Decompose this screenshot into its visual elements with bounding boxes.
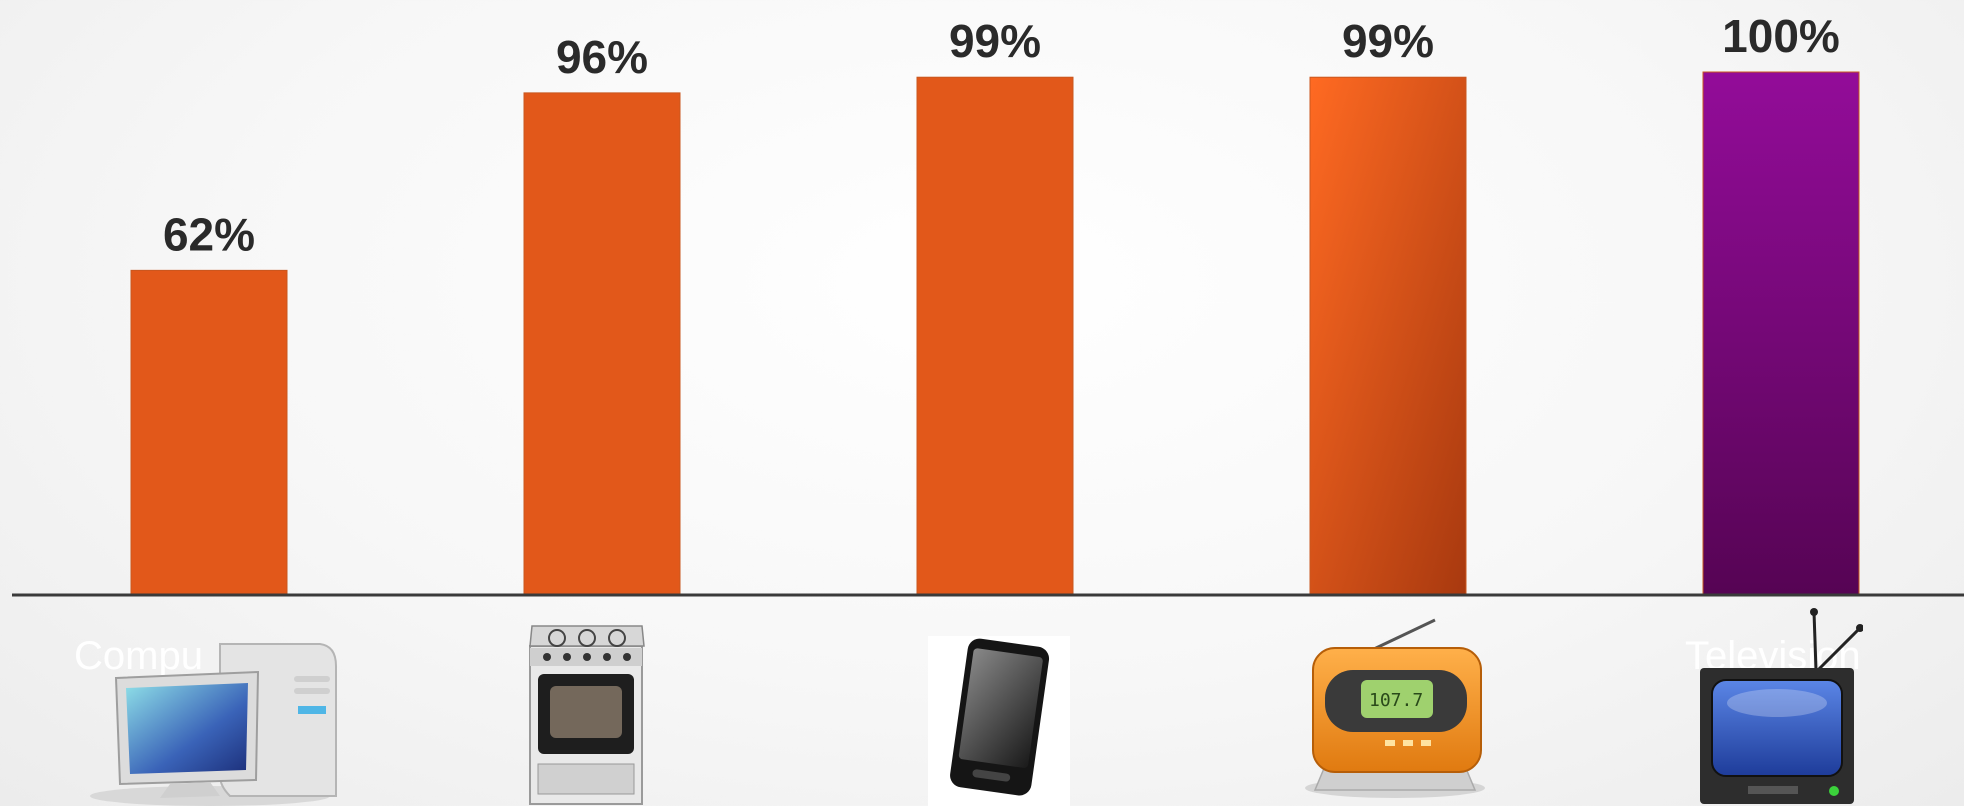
- computer-icon: [80, 636, 345, 806]
- bar-computer: [130, 269, 288, 595]
- cell-phone-icon: [928, 636, 1070, 806]
- stove-icon: [522, 624, 652, 806]
- bar-radio: [1309, 76, 1467, 595]
- bar-stove: [523, 92, 681, 595]
- bar-cell-phone: [916, 76, 1074, 595]
- bar-television: [1702, 71, 1860, 595]
- svg-text:107.7: 107.7: [1369, 690, 1423, 711]
- category-label-computer: Compu: [74, 634, 203, 678]
- data-label-computer: 62%: [163, 208, 255, 260]
- radio-icon: 107.7: [1295, 618, 1495, 806]
- data-label-radio: 99%: [1342, 15, 1434, 67]
- data-label-television: 100%: [1722, 10, 1840, 62]
- data-label-stove: 96%: [556, 31, 648, 83]
- television-icon: [1698, 608, 1864, 806]
- data-label-cell-phone: 99%: [949, 15, 1041, 67]
